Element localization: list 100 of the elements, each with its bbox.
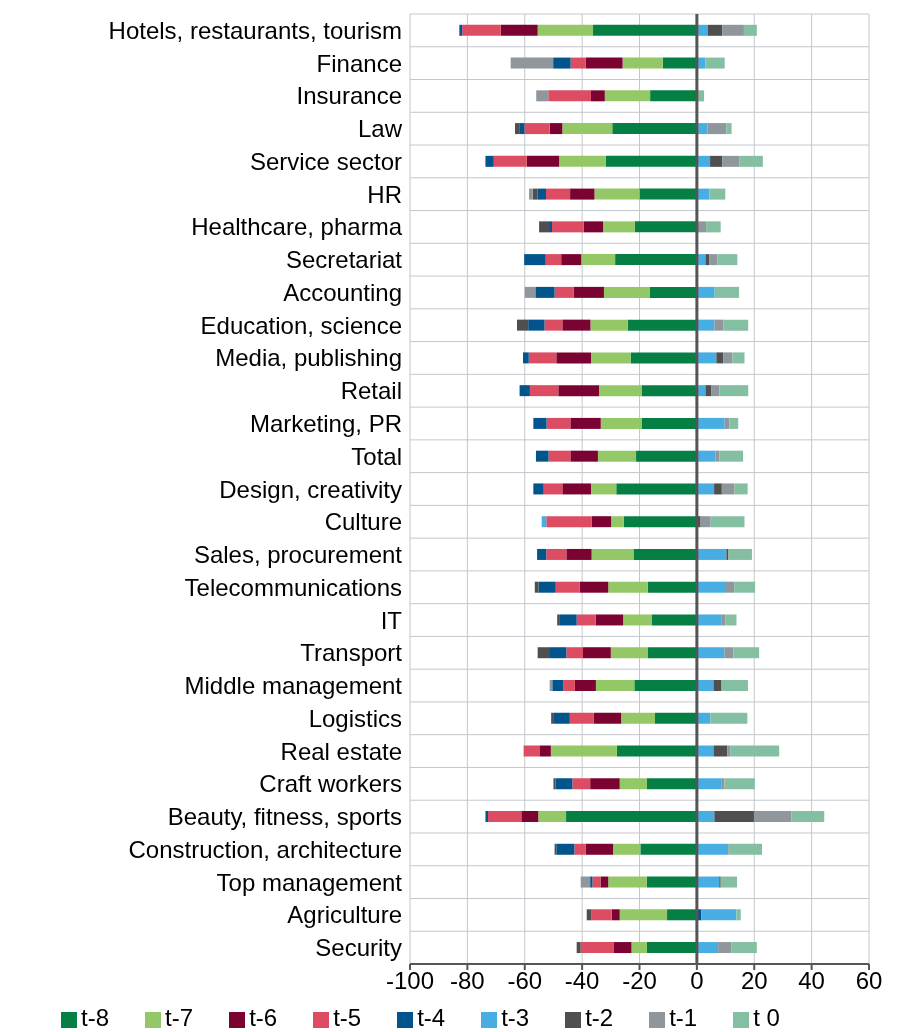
bar: [566, 647, 583, 659]
bar: [724, 581, 735, 593]
bar: [721, 483, 735, 495]
bar: [599, 385, 642, 397]
bar: [553, 57, 571, 69]
bar: [647, 647, 697, 659]
bar: [721, 679, 748, 691]
bar: [570, 57, 586, 69]
bar: [550, 647, 567, 659]
y-tick-label: Marketing, PR: [249, 410, 402, 437]
y-tick-label: Culture: [324, 508, 402, 536]
bar: [732, 352, 745, 364]
bar: [528, 319, 545, 331]
bar: [537, 647, 550, 659]
bar: [728, 843, 762, 855]
bar: [725, 614, 737, 626]
bar: [586, 909, 592, 921]
y-tick-label: Craft workers: [259, 770, 402, 798]
bar: [485, 155, 494, 167]
bar: [736, 909, 741, 921]
bar: [576, 942, 581, 954]
y-tick-label: Logistics: [308, 704, 402, 732]
bar: [543, 483, 563, 495]
bar: [646, 942, 697, 954]
x-tick-label: -80: [450, 967, 485, 995]
bar: [500, 24, 538, 36]
y-tick-label: Total: [351, 442, 402, 470]
x-tick-label: 0: [690, 967, 704, 995]
y-tick-label: IT: [380, 606, 403, 634]
bar: [722, 155, 740, 167]
bar: [709, 188, 726, 200]
bar: [597, 450, 637, 462]
bar: [722, 24, 744, 36]
bar: [524, 286, 536, 298]
bar: [569, 712, 594, 724]
bar: [621, 712, 655, 724]
bar: [696, 319, 715, 331]
bar: [719, 385, 749, 397]
bar: [591, 548, 634, 560]
bar: [619, 778, 647, 790]
bar: [719, 450, 744, 462]
bar: [544, 319, 563, 331]
y-tick-label: Security: [315, 934, 402, 962]
y-tick-label: Real estate: [280, 737, 402, 765]
bar: [696, 155, 711, 167]
y-tick-label: Beauty, fitness, sports: [167, 803, 402, 831]
bar: [646, 778, 697, 790]
bar: [600, 876, 609, 888]
bar: [715, 450, 720, 462]
bar: [651, 614, 697, 626]
bar: [633, 548, 697, 560]
bar: [696, 581, 725, 593]
bar: [711, 385, 720, 397]
bar: [585, 843, 614, 855]
bar: [716, 352, 724, 364]
x-tick-label: -20: [622, 967, 657, 995]
bar: [561, 254, 582, 266]
bar: [581, 254, 616, 266]
bar: [580, 876, 591, 888]
bar: [696, 548, 727, 560]
y-tick-label: Education, science: [200, 311, 402, 339]
bar: [791, 811, 825, 823]
bar: [595, 614, 624, 626]
bar: [566, 811, 697, 823]
bar: [591, 909, 612, 921]
bar: [603, 221, 635, 233]
bar: [574, 843, 586, 855]
bar: [536, 90, 549, 102]
bar: [535, 450, 549, 462]
bar: [553, 712, 570, 724]
y-tick-label: Accounting: [283, 278, 402, 306]
bar: [608, 876, 647, 888]
bar: [537, 188, 546, 200]
y-tick-label: Telecommunications: [184, 573, 402, 601]
bar: [696, 679, 714, 691]
bar: [523, 352, 529, 364]
bar: [696, 24, 708, 36]
bar: [600, 417, 642, 429]
bar: [720, 876, 738, 888]
bar: [579, 581, 609, 593]
bar: [713, 745, 728, 757]
legend-label: t 0: [753, 1004, 780, 1031]
bar: [557, 614, 560, 626]
bar: [538, 811, 567, 823]
bar: [517, 319, 529, 331]
bar: [595, 679, 635, 691]
bar: [552, 221, 584, 233]
bar: [593, 712, 622, 724]
bar: [743, 24, 757, 36]
bar: [724, 778, 755, 790]
bar: [696, 843, 727, 855]
bar: [630, 352, 697, 364]
bar: [592, 876, 601, 888]
bar: [696, 286, 715, 298]
y-tick-label: Top management: [216, 868, 403, 896]
bar: [533, 417, 547, 429]
bar: [529, 188, 533, 200]
bar: [591, 352, 631, 364]
bar: [706, 221, 721, 233]
x-tick-label: -40: [564, 967, 600, 995]
